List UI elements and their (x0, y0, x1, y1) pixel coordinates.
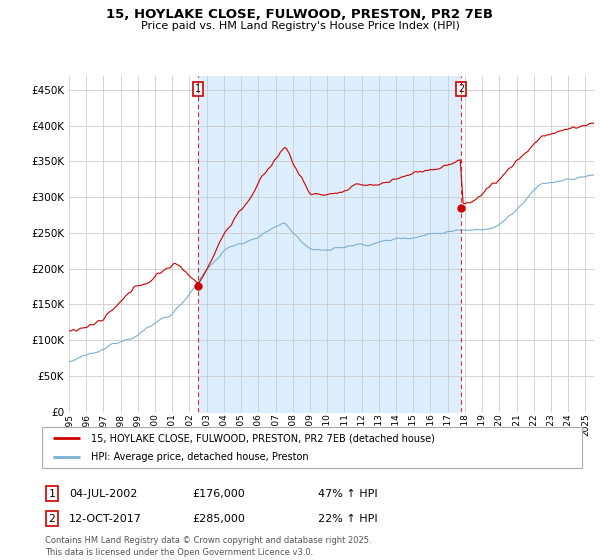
Text: 12-OCT-2017: 12-OCT-2017 (69, 514, 142, 524)
Text: 2: 2 (458, 84, 464, 94)
Text: 15, HOYLAKE CLOSE, FULWOOD, PRESTON, PR2 7EB: 15, HOYLAKE CLOSE, FULWOOD, PRESTON, PR2… (107, 8, 493, 21)
Text: £285,000: £285,000 (192, 514, 245, 524)
Text: 47% ↑ HPI: 47% ↑ HPI (318, 489, 377, 499)
Text: 04-JUL-2002: 04-JUL-2002 (69, 489, 137, 499)
Text: Price paid vs. HM Land Registry's House Price Index (HPI): Price paid vs. HM Land Registry's House … (140, 21, 460, 31)
Text: HPI: Average price, detached house, Preston: HPI: Average price, detached house, Pres… (91, 452, 308, 461)
Text: £176,000: £176,000 (192, 489, 245, 499)
Text: 22% ↑ HPI: 22% ↑ HPI (318, 514, 377, 524)
Text: 15, HOYLAKE CLOSE, FULWOOD, PRESTON, PR2 7EB (detached house): 15, HOYLAKE CLOSE, FULWOOD, PRESTON, PR2… (91, 433, 434, 443)
Text: 2: 2 (48, 514, 55, 524)
Text: 1: 1 (195, 84, 201, 94)
Text: 1: 1 (48, 489, 55, 499)
Text: Contains HM Land Registry data © Crown copyright and database right 2025.
This d: Contains HM Land Registry data © Crown c… (45, 536, 371, 557)
